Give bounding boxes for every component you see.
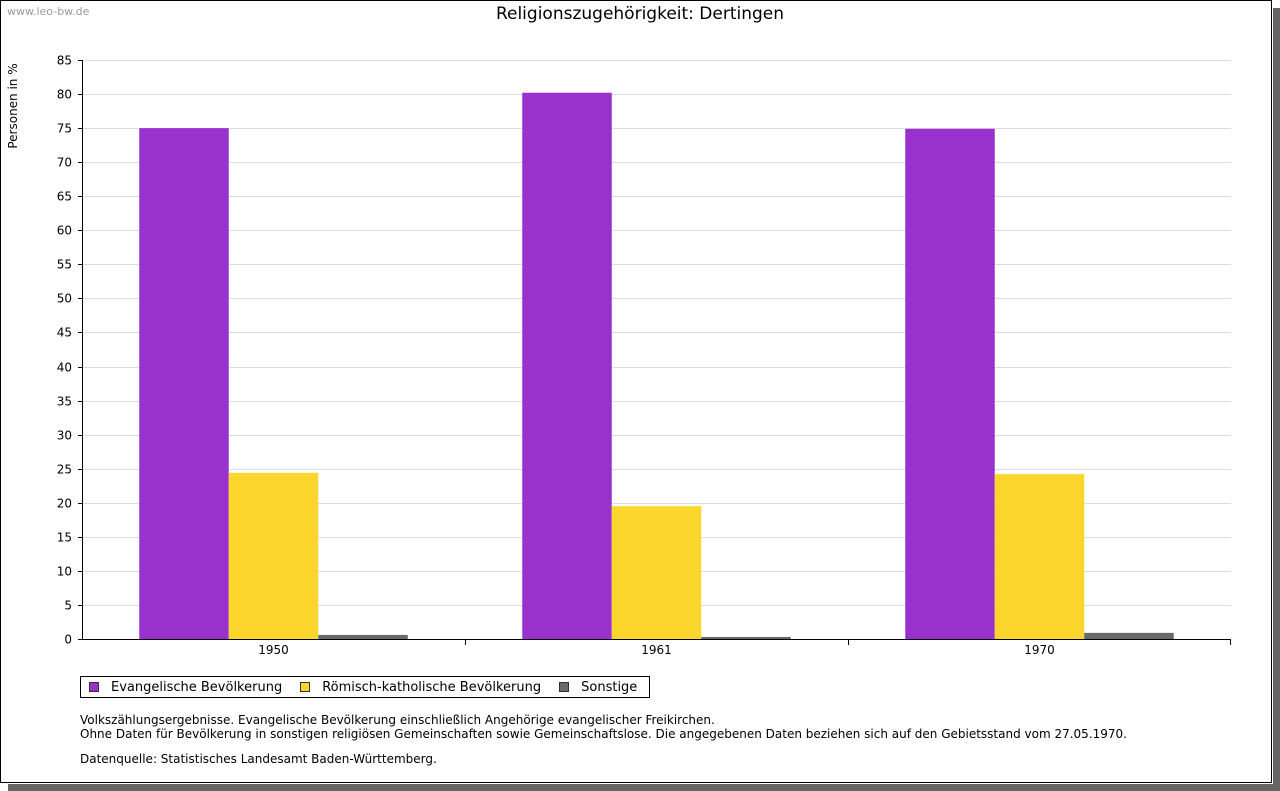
- y-tick-label: 0: [64, 633, 72, 647]
- y-tick-label: 25: [57, 463, 72, 477]
- bar-1970-0: [905, 128, 995, 639]
- legend-label: Römisch-katholische Bevölkerung: [322, 679, 542, 695]
- data-source: Datenquelle: Statistisches Landesamt Bad…: [80, 752, 437, 766]
- y-tick-label: 55: [57, 258, 72, 272]
- footnote-line-2: Ohne Daten für Bevölkerung in sonstigen …: [80, 727, 1127, 741]
- y-tick-label: 45: [57, 326, 72, 340]
- y-tick-label: 75: [57, 122, 72, 136]
- y-tick-label: 80: [57, 88, 72, 102]
- bar-1961-0: [522, 92, 612, 639]
- legend-item-evangelisch: Evangelische Bevölkerung: [89, 680, 282, 695]
- watermark: www.leo-bw.de: [7, 5, 90, 18]
- bar-1961-1: [611, 506, 702, 639]
- bar-1970-2: [1084, 632, 1174, 639]
- legend-swatch: [300, 682, 311, 692]
- y-tick-label: 50: [57, 292, 72, 306]
- footnote-line-1: Volkszählungsergebnisse. Evangelische Be…: [80, 713, 715, 727]
- legend-label: Evangelische Bevölkerung: [111, 679, 283, 695]
- y-tick-label: 20: [57, 497, 72, 511]
- bar-1961-2: [701, 636, 791, 639]
- legend-item-sonstige: Sonstige: [559, 680, 637, 695]
- legend-item-katholisch: Römisch-katholische Bevölkerung: [300, 680, 541, 695]
- y-tick-label: 65: [57, 190, 72, 204]
- bar-1950-1: [228, 472, 319, 639]
- frame-shadow-bottom: [8, 784, 1280, 791]
- x-tick-label: 1961: [641, 643, 672, 657]
- footnotes: Volkszählungsergebnisse. Evangelische Be…: [80, 713, 1127, 741]
- y-tick-label: 85: [57, 54, 72, 68]
- frame-shadow-right: [1273, 8, 1280, 791]
- y-tick-label: 10: [57, 565, 72, 579]
- y-tick-label: 60: [57, 224, 72, 238]
- x-tick-label: 1970: [1024, 643, 1055, 657]
- y-tick-label: 15: [57, 531, 72, 545]
- y-tick-label: 70: [57, 156, 72, 170]
- x-tick-label: 1950: [258, 643, 289, 657]
- bar-1970-1: [994, 474, 1085, 639]
- legend-label: Sonstige: [581, 679, 638, 695]
- y-tick-label: 30: [57, 429, 72, 443]
- legend-swatch: [559, 682, 570, 692]
- y-tick-label: 5: [64, 599, 72, 613]
- chart-title: Religionszugehörigkeit: Dertingen: [495, 4, 785, 24]
- bar-chart: 0 5 10 15 20 25 30 35 40 45 50 55 60 65 70 75 80 85 1950 19…: [57, 54, 1231, 657]
- bar-1950-2: [318, 634, 408, 639]
- legend-swatch: [89, 682, 99, 692]
- legend: Evangelische Bevölkerung Römisch-katholi…: [80, 676, 651, 698]
- bar-1950-0: [139, 128, 229, 639]
- y-tick-label: 35: [57, 395, 72, 409]
- y-tick-label: 40: [57, 361, 72, 375]
